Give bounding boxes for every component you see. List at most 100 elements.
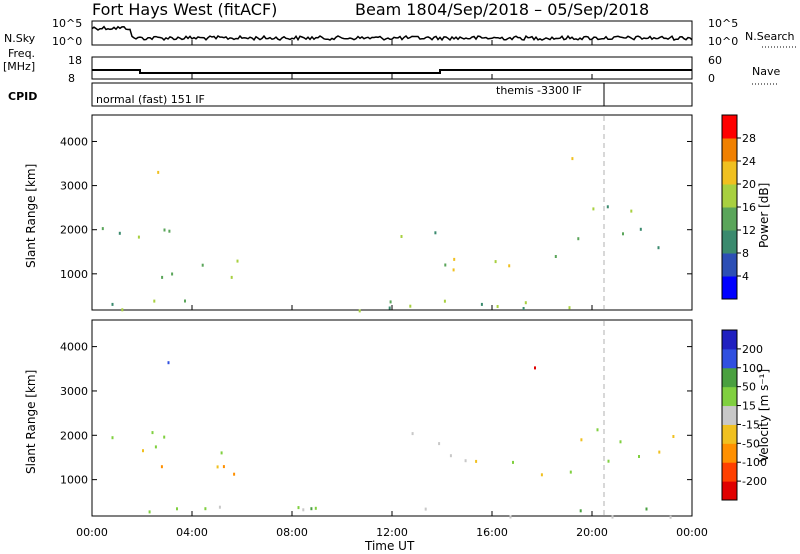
colorbar-segment	[722, 330, 737, 350]
y-tick-label: 1000	[60, 268, 88, 281]
x-tick-label: 20:00	[576, 526, 608, 539]
power-y-label: Slant Range [km]	[24, 164, 38, 268]
echo-cell	[154, 445, 157, 449]
x-tick-label: 00:00	[76, 526, 108, 539]
date-range: 04/Sep/2018 – 05/Sep/2018	[427, 0, 649, 19]
echo-cell	[230, 275, 233, 279]
echo-cell	[622, 232, 624, 236]
echo-cell	[611, 515, 614, 519]
nsky-label: N.Sky	[4, 32, 36, 45]
colorbar-tick-label: 200	[742, 343, 763, 356]
echo-cell	[142, 449, 144, 453]
colorbar-tick-label: -200	[742, 475, 767, 488]
colorbar-segment	[722, 481, 737, 501]
freq-trace	[92, 69, 692, 74]
colorbar-tick-label: 8	[742, 247, 749, 260]
colorbar-segment	[722, 230, 737, 254]
colorbar-segment	[722, 367, 737, 388]
time-x-axis: 00:00 04:00 08:00 12:00 16:00 20:00 00:00	[76, 40, 708, 539]
y-tick-label: 1000	[60, 474, 88, 487]
colorbar-tick-label: 4	[742, 270, 749, 283]
echo-cell	[464, 459, 467, 463]
echo-cell	[157, 170, 160, 174]
echo-cell	[496, 305, 499, 308]
velocity-y-label: Slant Range [km]	[24, 370, 38, 474]
echo-cell	[168, 229, 171, 233]
colorbar-tick-label: 50	[742, 381, 756, 394]
noise-tick-top: 10^5	[52, 17, 82, 30]
echo-cell	[571, 157, 574, 161]
echo-cell	[111, 302, 114, 306]
cpid-left-text: normal (fast) 151 IF	[96, 93, 205, 106]
y-tick-label: 4000	[60, 341, 88, 354]
nsearch-label: N.Search	[745, 30, 795, 43]
noise-line	[91, 25, 693, 42]
noise-right-tick-bottom: 10^0	[708, 35, 738, 48]
echo-cell	[204, 507, 207, 511]
velocity-y-axis: 1000 2000 3000 4000	[60, 341, 692, 487]
noise-right-tick-top: 10^5	[708, 17, 738, 30]
echo-cell	[302, 508, 305, 512]
echo-cell	[163, 435, 166, 439]
freq-unit-label: [MHz]	[3, 60, 35, 73]
echo-cell	[163, 228, 166, 232]
colorbar-tick-label: 100	[742, 362, 763, 375]
echo-cell	[184, 299, 186, 303]
echo-cell	[449, 454, 452, 458]
colorbar-segment	[722, 207, 737, 231]
echo-cell	[592, 207, 595, 211]
colorbar-segment	[722, 253, 737, 277]
noise-tick-bottom: 10^0	[52, 35, 82, 48]
echo-cell	[434, 231, 437, 235]
echo-cell	[524, 301, 527, 305]
colorbar-segment	[722, 115, 737, 139]
echo-cell	[297, 506, 300, 510]
echo-cell	[444, 263, 447, 267]
echo-cell	[388, 306, 391, 310]
y-tick-label: 3000	[60, 180, 88, 193]
echo-cell	[389, 300, 392, 304]
echo-cell	[534, 366, 536, 370]
echo-cell	[645, 507, 648, 511]
echo-cell	[424, 507, 427, 511]
echo-cell	[577, 237, 580, 241]
echo-cell	[443, 299, 446, 303]
echo-cell	[606, 205, 609, 209]
echo-cell	[176, 507, 178, 511]
power-colorbar-label: Power [dB]	[757, 183, 771, 248]
echo-cell	[494, 260, 497, 264]
echo-cell	[111, 436, 114, 440]
beam-label: Beam 18	[355, 0, 427, 19]
echo-cell	[596, 428, 599, 432]
echo-cell	[151, 431, 154, 435]
echo-cell	[121, 308, 124, 312]
x-axis-label: Time UT	[364, 539, 415, 553]
colorbar-segment	[722, 161, 737, 185]
colorbar-tick-label: 20	[742, 178, 756, 191]
echo-cell	[638, 455, 640, 458]
echo-cell	[358, 309, 361, 313]
freq-tick-top: 18	[68, 54, 82, 67]
x-tick-label: 04:00	[176, 526, 208, 539]
x-tick-label: 08:00	[276, 526, 308, 539]
echo-cell	[452, 268, 455, 272]
echo-cell	[201, 263, 204, 267]
echo-cell	[400, 235, 403, 238]
colorbar-tick-label: 24	[742, 155, 756, 168]
echo-cell	[657, 246, 660, 250]
echo-cell	[580, 438, 583, 442]
cpid-label: CPID	[8, 90, 37, 103]
echo-cell	[512, 460, 514, 464]
echo-cell	[619, 440, 622, 444]
cpid-right-text: themis -3300 IF	[496, 84, 582, 97]
echo-cell	[509, 515, 512, 519]
echo-cell	[554, 255, 557, 258]
colorbar-tick-label: -15	[742, 418, 760, 431]
echo-cell	[167, 361, 170, 365]
echo-cell	[220, 451, 223, 455]
echo-cell	[218, 505, 221, 509]
echo-cell	[409, 304, 412, 308]
colorbar-tick-label: 28	[742, 132, 756, 145]
echo-cell	[153, 299, 156, 303]
